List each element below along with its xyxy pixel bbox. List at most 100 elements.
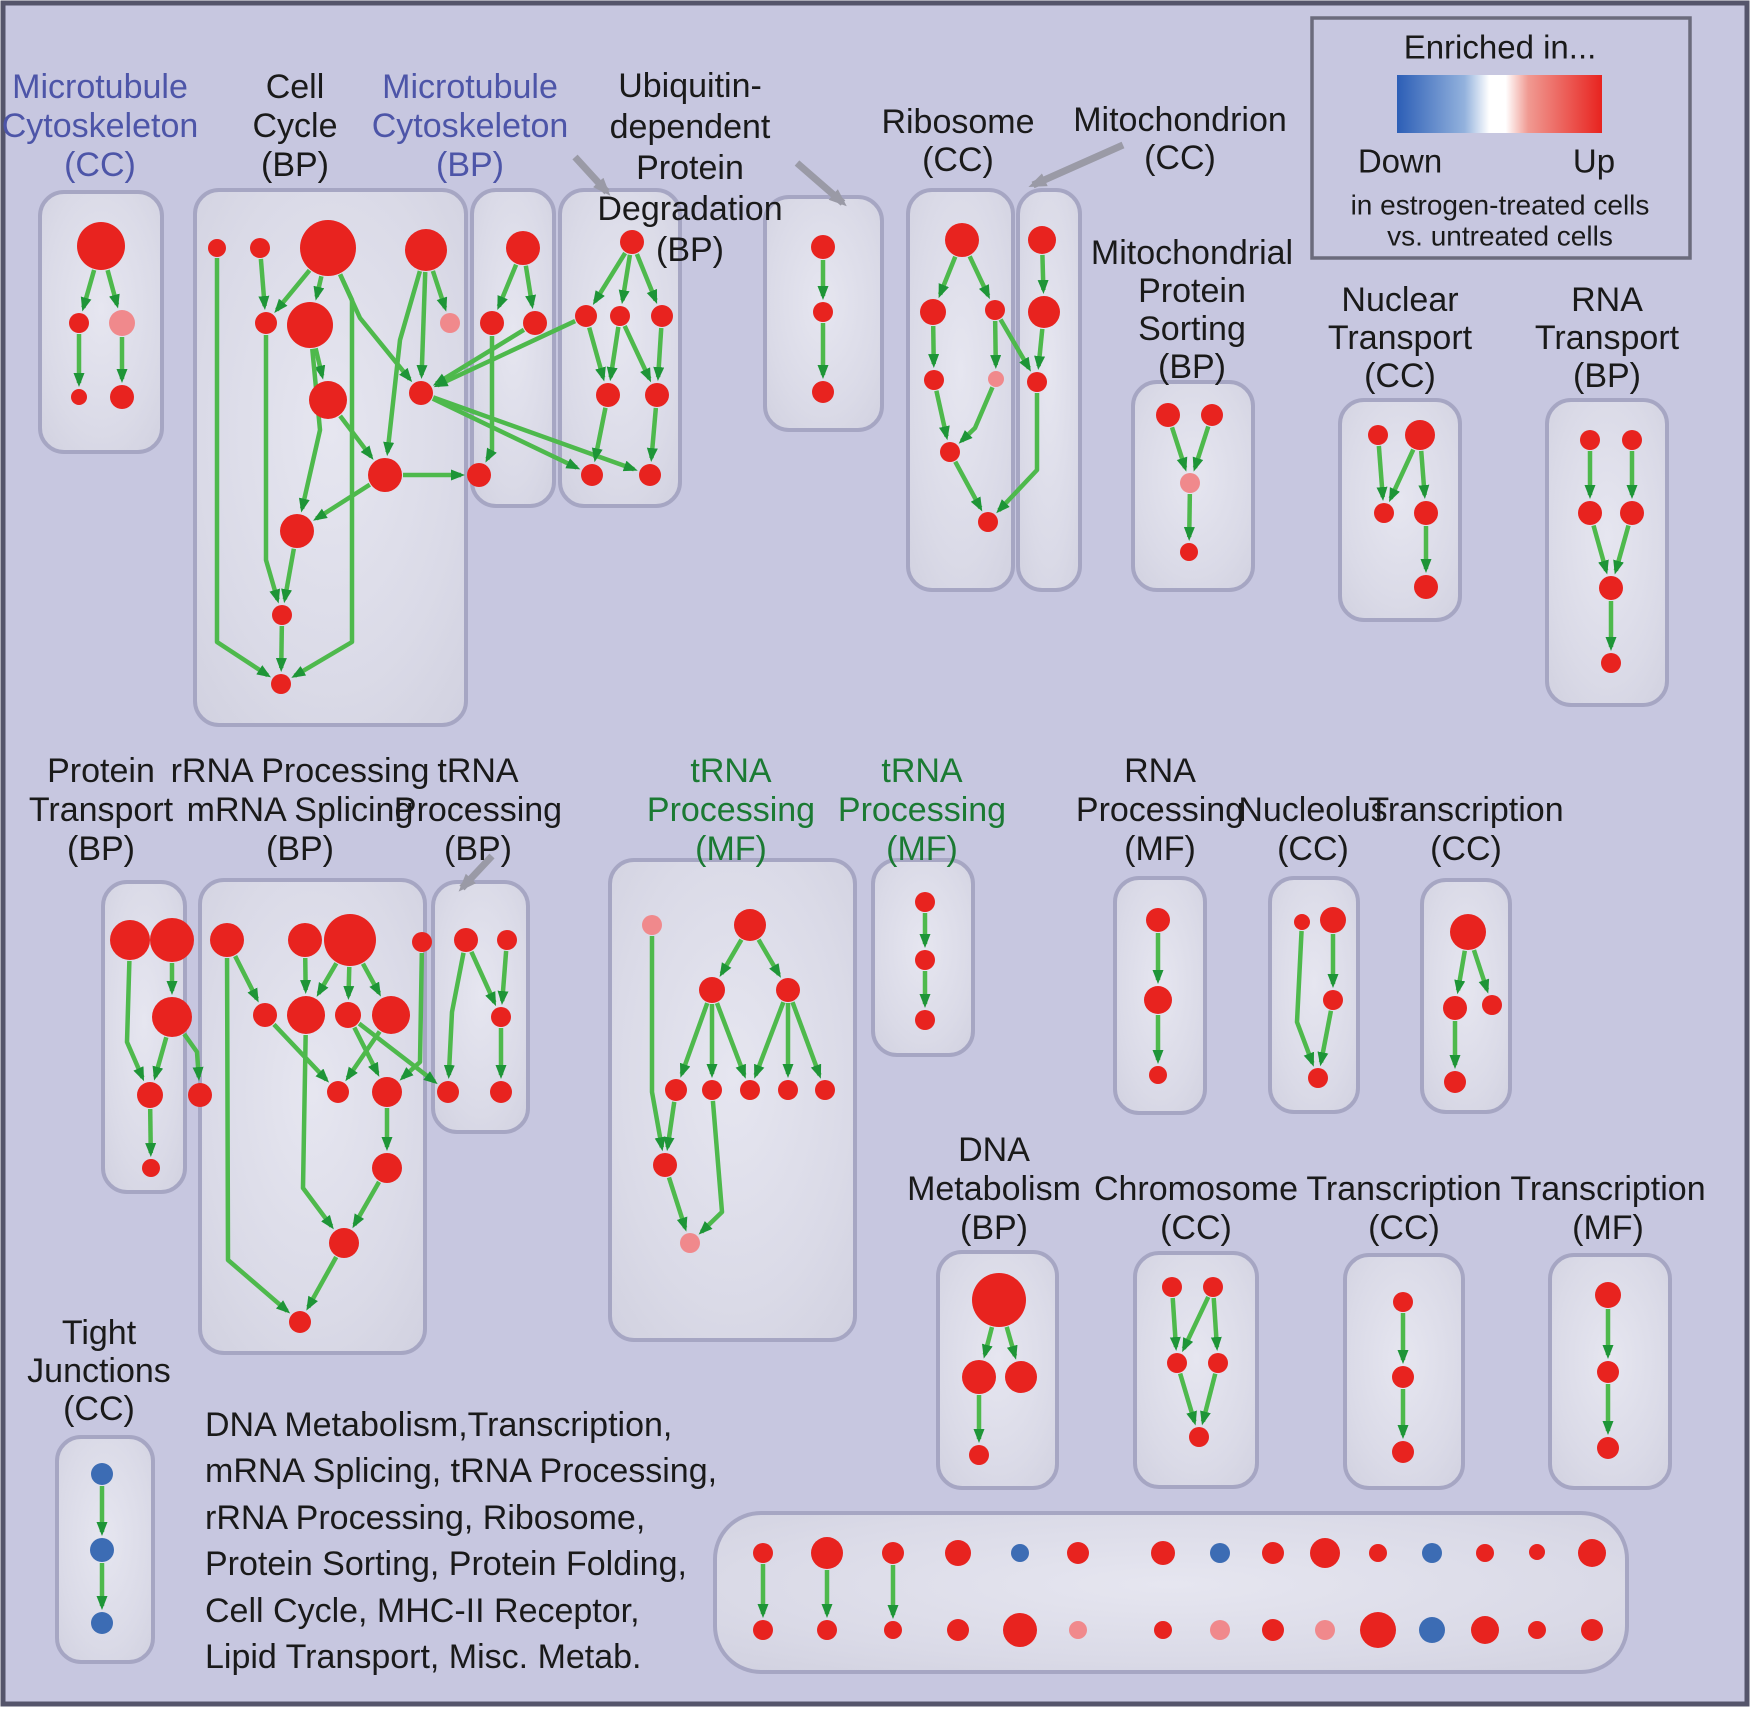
node-ub1.b [610,306,630,326]
cluster-label-chr: (CC) [1160,1209,1232,1247]
node-tjc.c [91,1612,113,1634]
edge-rrn.t3-rrn.c [343,966,355,1001]
node-tm1.pb [680,1233,700,1253]
node-ntc.b [1405,420,1435,450]
legend-down-label: Down [1358,143,1442,180]
node-cyc.n6 [287,302,333,348]
pointer-arrow-icon [1028,141,1125,189]
node-chr.d [1208,1353,1228,1373]
legend-gradient-bar [1397,75,1602,133]
node-mtbp.b4 [467,463,491,487]
edge-cyc.n8-cyc.n10 [338,414,374,460]
node-tm1.r2 [702,1080,722,1100]
node-rrn.d [372,996,410,1034]
cluster-label-tbp: Processing [394,791,562,829]
edge-tbp.a-tbp.c [469,950,497,1007]
edge-tm1.m2-tm1.r5 [790,1001,822,1079]
cluster-labels: MicrotubuleCytoskeleton(CC)CellCycle(BP)… [2,67,1706,1428]
nodes [69,220,1644,1648]
edge-rrn.t1-rrn.g [224,957,291,1314]
edge-rtb.c-rtb.e [1591,524,1609,575]
edge-chr.c-chr.e [1177,1372,1197,1426]
node-mtcc.b [69,313,89,333]
cluster-label-ub1: (BP) [656,231,724,269]
edge-cyc.n4-cyc.n7 [430,270,448,312]
node-rrn.b [287,996,325,1034]
node-ptb.f [142,1159,160,1177]
node-ub1.e [645,383,669,407]
node-rib.f [940,442,960,462]
legend-box [1310,16,1692,260]
node-ntc.a [1368,425,1388,445]
node-ntc.e [1414,575,1438,599]
node-cyc.n11 [280,514,314,548]
node-tbp.a [454,928,478,952]
node-tmf.c [1597,1437,1619,1459]
node-rib.e [988,371,1004,387]
cluster-label-tjc: (CC) [63,1390,135,1428]
cluster-label-mit: (CC) [1144,139,1216,177]
node-tcb.c [1392,1441,1414,1463]
node-mtcc.c [109,310,135,336]
cluster-label-tm1: tRNA [690,752,772,790]
node-msc.c8b [1210,1620,1230,1640]
edge-tm1.p1-tm1.mg [649,936,666,1152]
cluster-label-rpm: Processing [1076,791,1244,829]
edge-tm1.big-tm1.m2 [756,938,781,978]
cluster-box-ub1 [558,188,682,508]
node-rib.b [920,299,946,325]
node-msc.c4b [947,1619,969,1641]
edge-cyc.n11-cyc.n12 [281,548,297,604]
edge-cyc.n6-cyc.n8 [313,347,326,380]
cluster-label-cyc: Cycle [252,107,337,145]
node-rrn.t1 [210,923,244,957]
node-rrn.l2 [372,1077,402,1107]
edge-ptb.d-ptb.f [145,1108,157,1158]
node-tm1.m2 [776,978,800,1002]
edge-ub1.b-ub1.e [622,325,652,383]
node-tm2.b [915,950,935,970]
cluster-label-cyc: (BP) [261,146,329,184]
edge-rrn.d-rrn.l1 [345,1030,382,1082]
cluster-label-tcb: Transcription [1306,1170,1501,1208]
node-rrn.g [289,1311,311,1333]
cluster-label-ub1: dependent [610,108,771,146]
node-msc.c3t [882,1542,904,1564]
edge-tm1.r1-tm1.mg [663,1101,677,1152]
node-tm2.a [915,892,935,912]
cluster-label-mtbp: Cytoskeleton [372,107,569,145]
edge-ub1.b-ub1.d [606,326,621,382]
legend-up-label: Up [1573,143,1615,180]
misc-text-line: Lipid Transport, Misc. Metab. [205,1638,642,1676]
label-pointer-arrows [458,141,1125,892]
cluster-box-dnm [936,1250,1059,1490]
node-cyc.n13 [271,674,291,694]
node-chr.e [1189,1427,1209,1447]
node-msc.c3b [884,1621,902,1639]
node-ntc.d [1414,501,1438,525]
cluster-label-mps: (BP) [1158,348,1226,386]
node-mps.a [1156,403,1180,427]
node-tcb.a [1393,1292,1413,1312]
edge-ub1.d-ub1.f [591,407,608,463]
edge-ub1.a-ub1.d [587,326,606,382]
node-rib.d [924,370,944,390]
edge-ub1.t-ub1.c [634,253,658,304]
edge-mtcc.a-mtcc.b [80,269,97,312]
node-rrn.t4 [412,932,432,952]
cluster-label-tm1: (MF) [695,830,767,868]
node-msc.c11b [1360,1612,1396,1648]
node-mit.a [1028,226,1056,254]
cluster-label-rtb: Transport [1535,319,1680,357]
node-cyc.n4 [405,229,447,271]
edge-cyc.n3-cyc.n13 [291,273,355,678]
cluster-label-tbp: (BP) [444,830,512,868]
edge-tcm.a-tcm.b [1454,950,1468,995]
node-ub1.t [620,230,644,254]
cluster-label-ntc: (CC) [1364,357,1436,395]
node-rrn.c [335,1002,361,1028]
edge-mps.b-mps.c [1192,425,1211,472]
node-mtbp.r [523,311,547,335]
node-msc.c15b [1581,1619,1603,1641]
node-tjc.a [91,1463,113,1485]
